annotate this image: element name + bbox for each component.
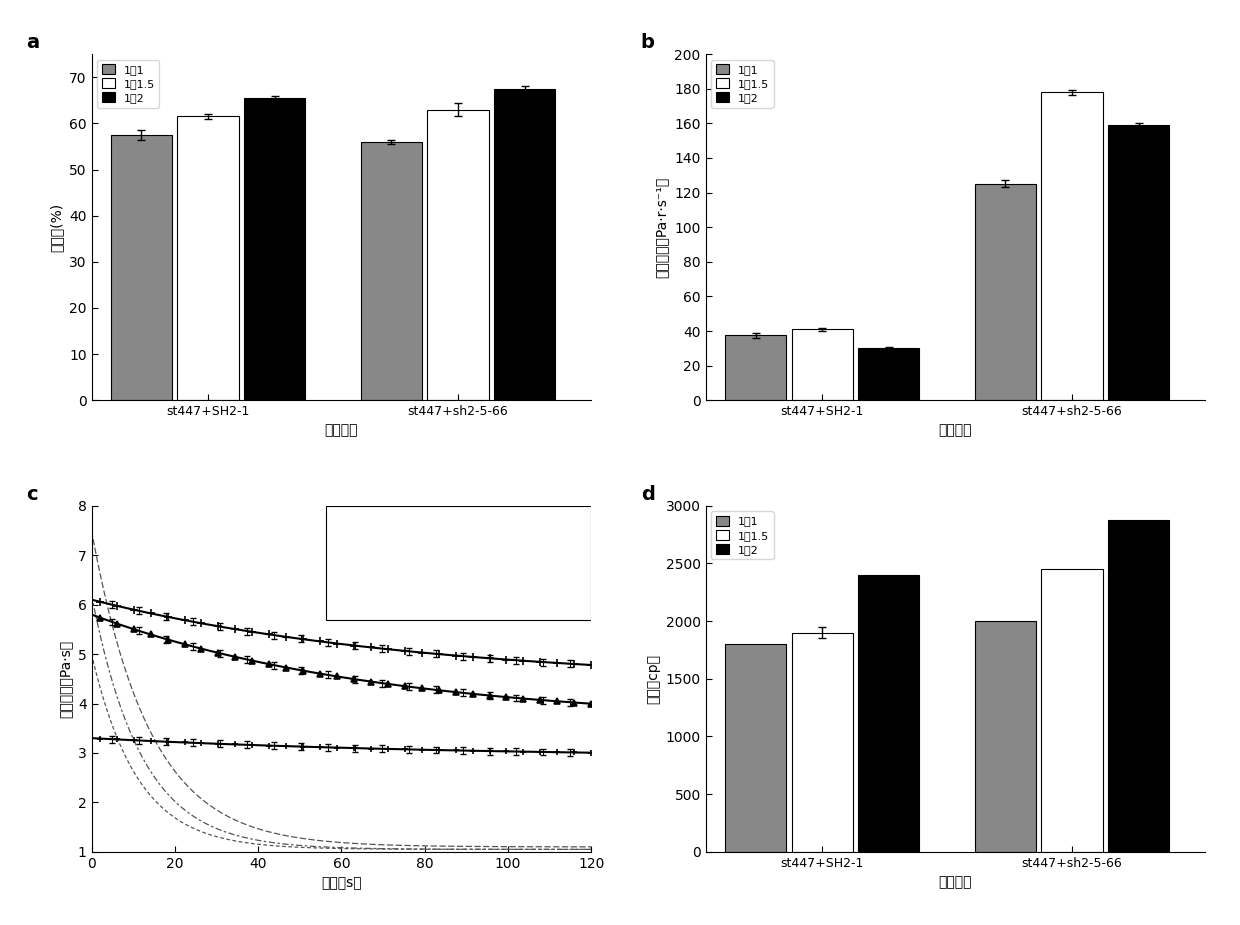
- Text: 1:1.5: 1:1.5: [501, 566, 529, 576]
- Text: 1:2: 1:2: [387, 594, 404, 604]
- Bar: [428, 109, 489, 401]
- FancyBboxPatch shape: [326, 506, 591, 620]
- Bar: [1042, 569, 1102, 852]
- Text: st447:SH2-1: st447:SH2-1: [341, 516, 405, 526]
- X-axis label: 复配菌株: 复配菌株: [325, 424, 358, 438]
- Bar: [858, 349, 919, 401]
- Bar: [1109, 520, 1169, 852]
- Y-axis label: 持水力(%): 持水力(%): [50, 203, 63, 252]
- Legend: 1：1, 1：1.5, 1：2: 1：1, 1：1.5, 1：2: [712, 60, 774, 107]
- Bar: [725, 336, 786, 401]
- X-axis label: 时间（s）: 时间（s）: [321, 876, 362, 890]
- Text: a: a: [26, 33, 40, 53]
- Bar: [791, 329, 853, 401]
- Bar: [244, 98, 305, 401]
- Bar: [858, 575, 919, 852]
- Bar: [494, 89, 556, 401]
- Text: 1:2: 1:2: [501, 594, 520, 604]
- Text: 1:1.5: 1:1.5: [387, 566, 414, 576]
- Bar: [1042, 92, 1102, 401]
- Y-axis label: 粠度（cp）: 粠度（cp）: [646, 654, 660, 704]
- Text: 1:1: 1:1: [387, 538, 404, 549]
- Text: 1:1: 1:1: [501, 538, 518, 549]
- Text: b: b: [641, 33, 655, 53]
- Legend: 1：1, 1：1.5, 1：2: 1：1, 1：1.5, 1：2: [712, 512, 774, 560]
- Legend: 1：1, 1：1.5, 1：2: 1：1, 1：1.5, 1：2: [97, 60, 160, 107]
- Bar: [177, 117, 239, 401]
- Bar: [1109, 125, 1169, 401]
- Text: d: d: [641, 485, 655, 504]
- Text: st447:sh2-5-66: st447:sh2-5-66: [456, 516, 536, 526]
- X-axis label: 复配菌株: 复配菌株: [939, 875, 972, 889]
- Y-axis label: 触变面积（Pa·r·s⁻¹）: 触变面积（Pa·r·s⁻¹）: [655, 177, 668, 278]
- Text: c: c: [26, 485, 38, 504]
- Bar: [725, 644, 786, 852]
- Bar: [361, 142, 422, 401]
- X-axis label: 复配菌株: 复配菌株: [939, 424, 972, 438]
- Bar: [975, 621, 1037, 852]
- Bar: [791, 633, 853, 852]
- Bar: [975, 184, 1037, 401]
- Bar: [110, 135, 172, 401]
- Y-axis label: 表观粘度（Pa·s）: 表观粘度（Pa·s）: [58, 640, 72, 718]
